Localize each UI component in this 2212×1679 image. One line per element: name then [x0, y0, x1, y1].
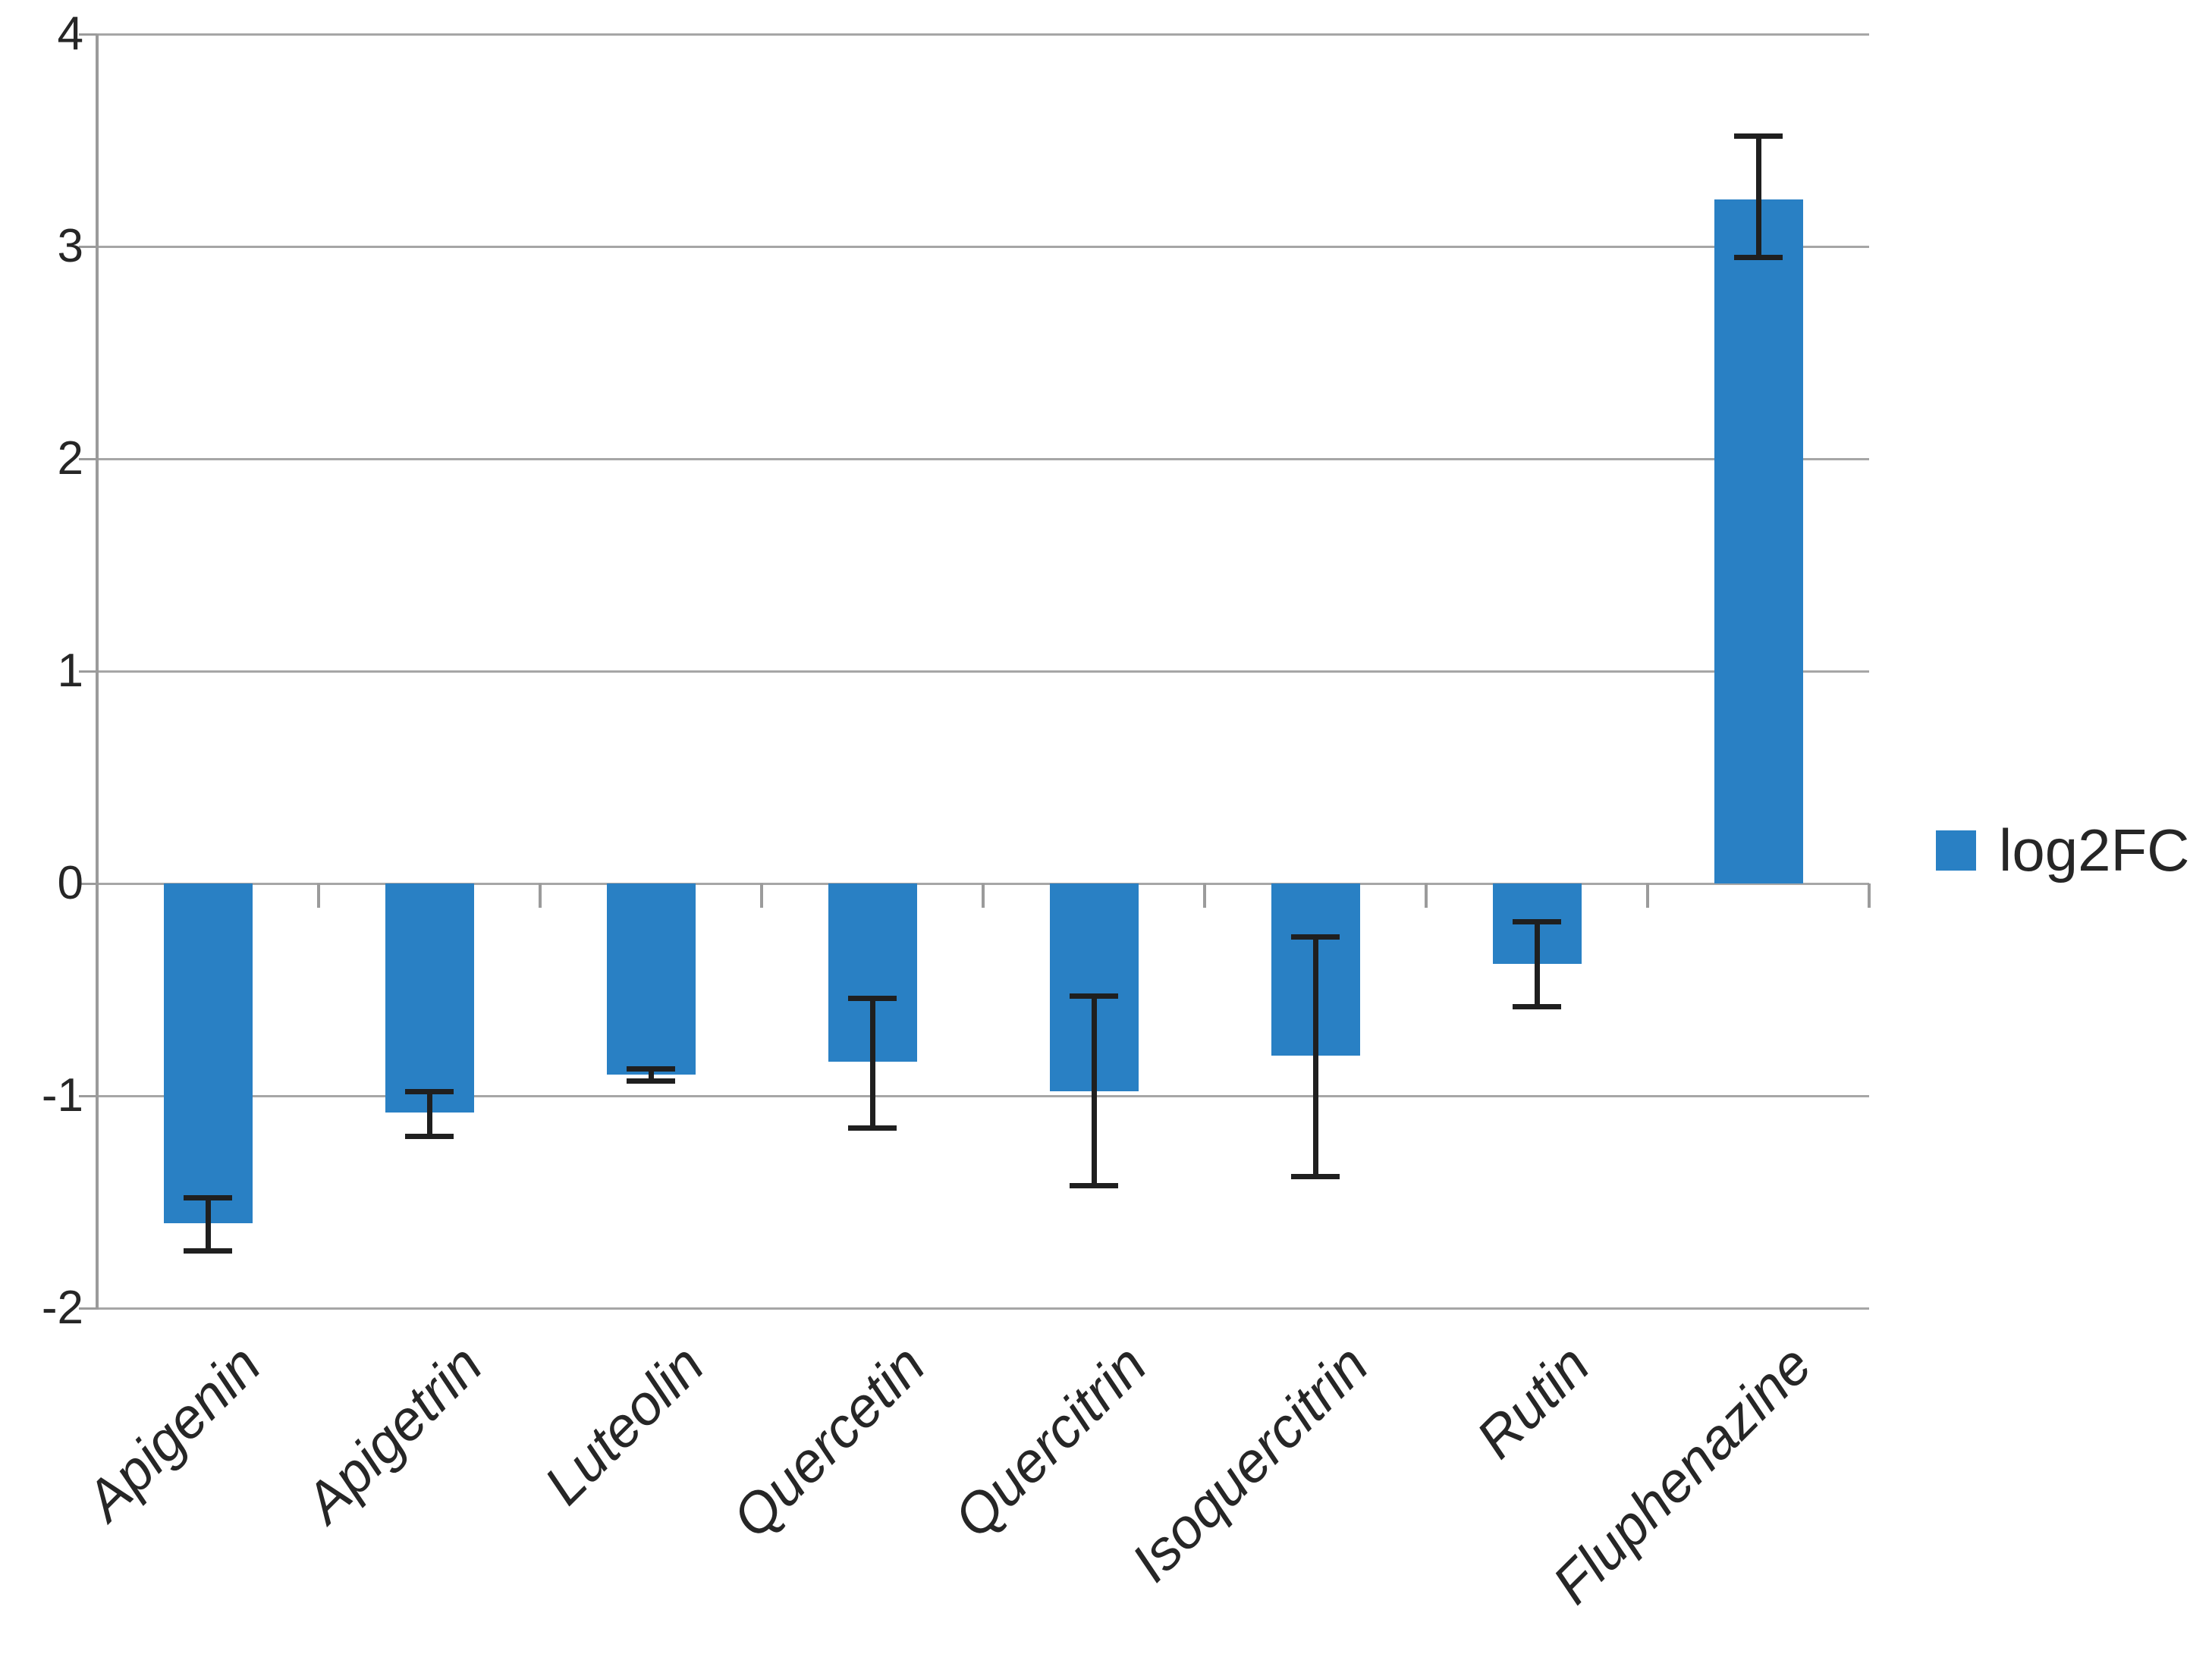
bar [163, 883, 253, 1223]
legend-swatch-icon [1936, 830, 1976, 871]
y-axis-tick-label: 0 [57, 857, 83, 909]
error-bar-top-cap [848, 996, 897, 1002]
y-axis-tick [79, 33, 97, 36]
gridline [97, 33, 1869, 36]
x-axis-tick [1868, 883, 1871, 908]
x-axis-tick [317, 883, 320, 908]
y-axis-tick-label: 4 [57, 8, 83, 60]
x-axis-category-label: Isoquercitrin [1119, 1332, 1381, 1594]
error-bar [426, 1091, 432, 1137]
y-axis-tick-label: -2 [41, 1282, 83, 1334]
y-axis-tick-label: 3 [57, 220, 83, 272]
error-bar [205, 1197, 211, 1251]
error-bar [1312, 937, 1318, 1177]
x-axis-tick [539, 883, 542, 908]
y-axis-tick [79, 883, 97, 885]
error-bar [869, 998, 875, 1128]
error-bar-bottom-cap [848, 1125, 897, 1131]
error-bar-top-cap [1070, 993, 1118, 1000]
error-bar [1534, 921, 1540, 1007]
x-axis-tick [760, 883, 763, 908]
error-bar [1091, 996, 1097, 1185]
x-axis-tick [982, 883, 985, 908]
error-bar-top-cap [184, 1195, 232, 1201]
x-axis-tick [1425, 883, 1428, 908]
x-axis-category-label: Quercitrin [941, 1332, 1159, 1550]
error-bar-bottom-cap [405, 1134, 454, 1140]
error-bar-top-cap [627, 1065, 675, 1072]
gridline [97, 458, 1869, 460]
bar [1714, 199, 1803, 883]
y-axis-tick [79, 458, 97, 460]
error-bar-bottom-cap [1070, 1182, 1118, 1188]
y-axis-tick-label: -1 [41, 1069, 83, 1122]
error-bar-top-cap [405, 1089, 454, 1095]
gridline [97, 1095, 1869, 1097]
error-bar-top-cap [1291, 934, 1340, 940]
x-axis-category-label: Luteolin [532, 1332, 716, 1517]
error-bar-bottom-cap [1513, 1004, 1561, 1010]
legend-label: log2FC [1999, 817, 2190, 883]
x-axis-category-label: Apigenin [73, 1332, 273, 1532]
error-bar-top-cap [1513, 919, 1561, 925]
y-axis-tick [79, 246, 97, 248]
gridline [97, 670, 1869, 673]
y-axis-line [96, 34, 99, 1310]
error-bar-bottom-cap [184, 1248, 232, 1254]
y-axis-tick-label: 2 [57, 432, 83, 485]
y-axis-tick [79, 1307, 97, 1310]
x-axis-tick [96, 883, 99, 908]
bar [385, 883, 474, 1113]
error-bar [1755, 136, 1761, 257]
legend: log2FC [1936, 821, 2189, 880]
x-axis-category-label: Rutin [1464, 1332, 1602, 1470]
x-axis-tick [1646, 883, 1649, 908]
x-axis-category-label: Quercetin [720, 1332, 938, 1550]
x-axis-category-label: Apigetrin [293, 1332, 495, 1534]
gridline [97, 1307, 1869, 1310]
y-axis-tick-label: 1 [57, 645, 83, 697]
error-bar [648, 1068, 654, 1081]
y-axis-tick [79, 1095, 97, 1097]
error-bar-top-cap [1734, 133, 1783, 140]
error-bar-bottom-cap [627, 1078, 675, 1084]
error-bar-bottom-cap [1734, 255, 1783, 260]
error-bar-bottom-cap [1291, 1174, 1340, 1180]
gridline [97, 246, 1869, 248]
x-axis-tick [1203, 883, 1206, 908]
bar [606, 883, 696, 1075]
y-axis-tick [79, 670, 97, 673]
